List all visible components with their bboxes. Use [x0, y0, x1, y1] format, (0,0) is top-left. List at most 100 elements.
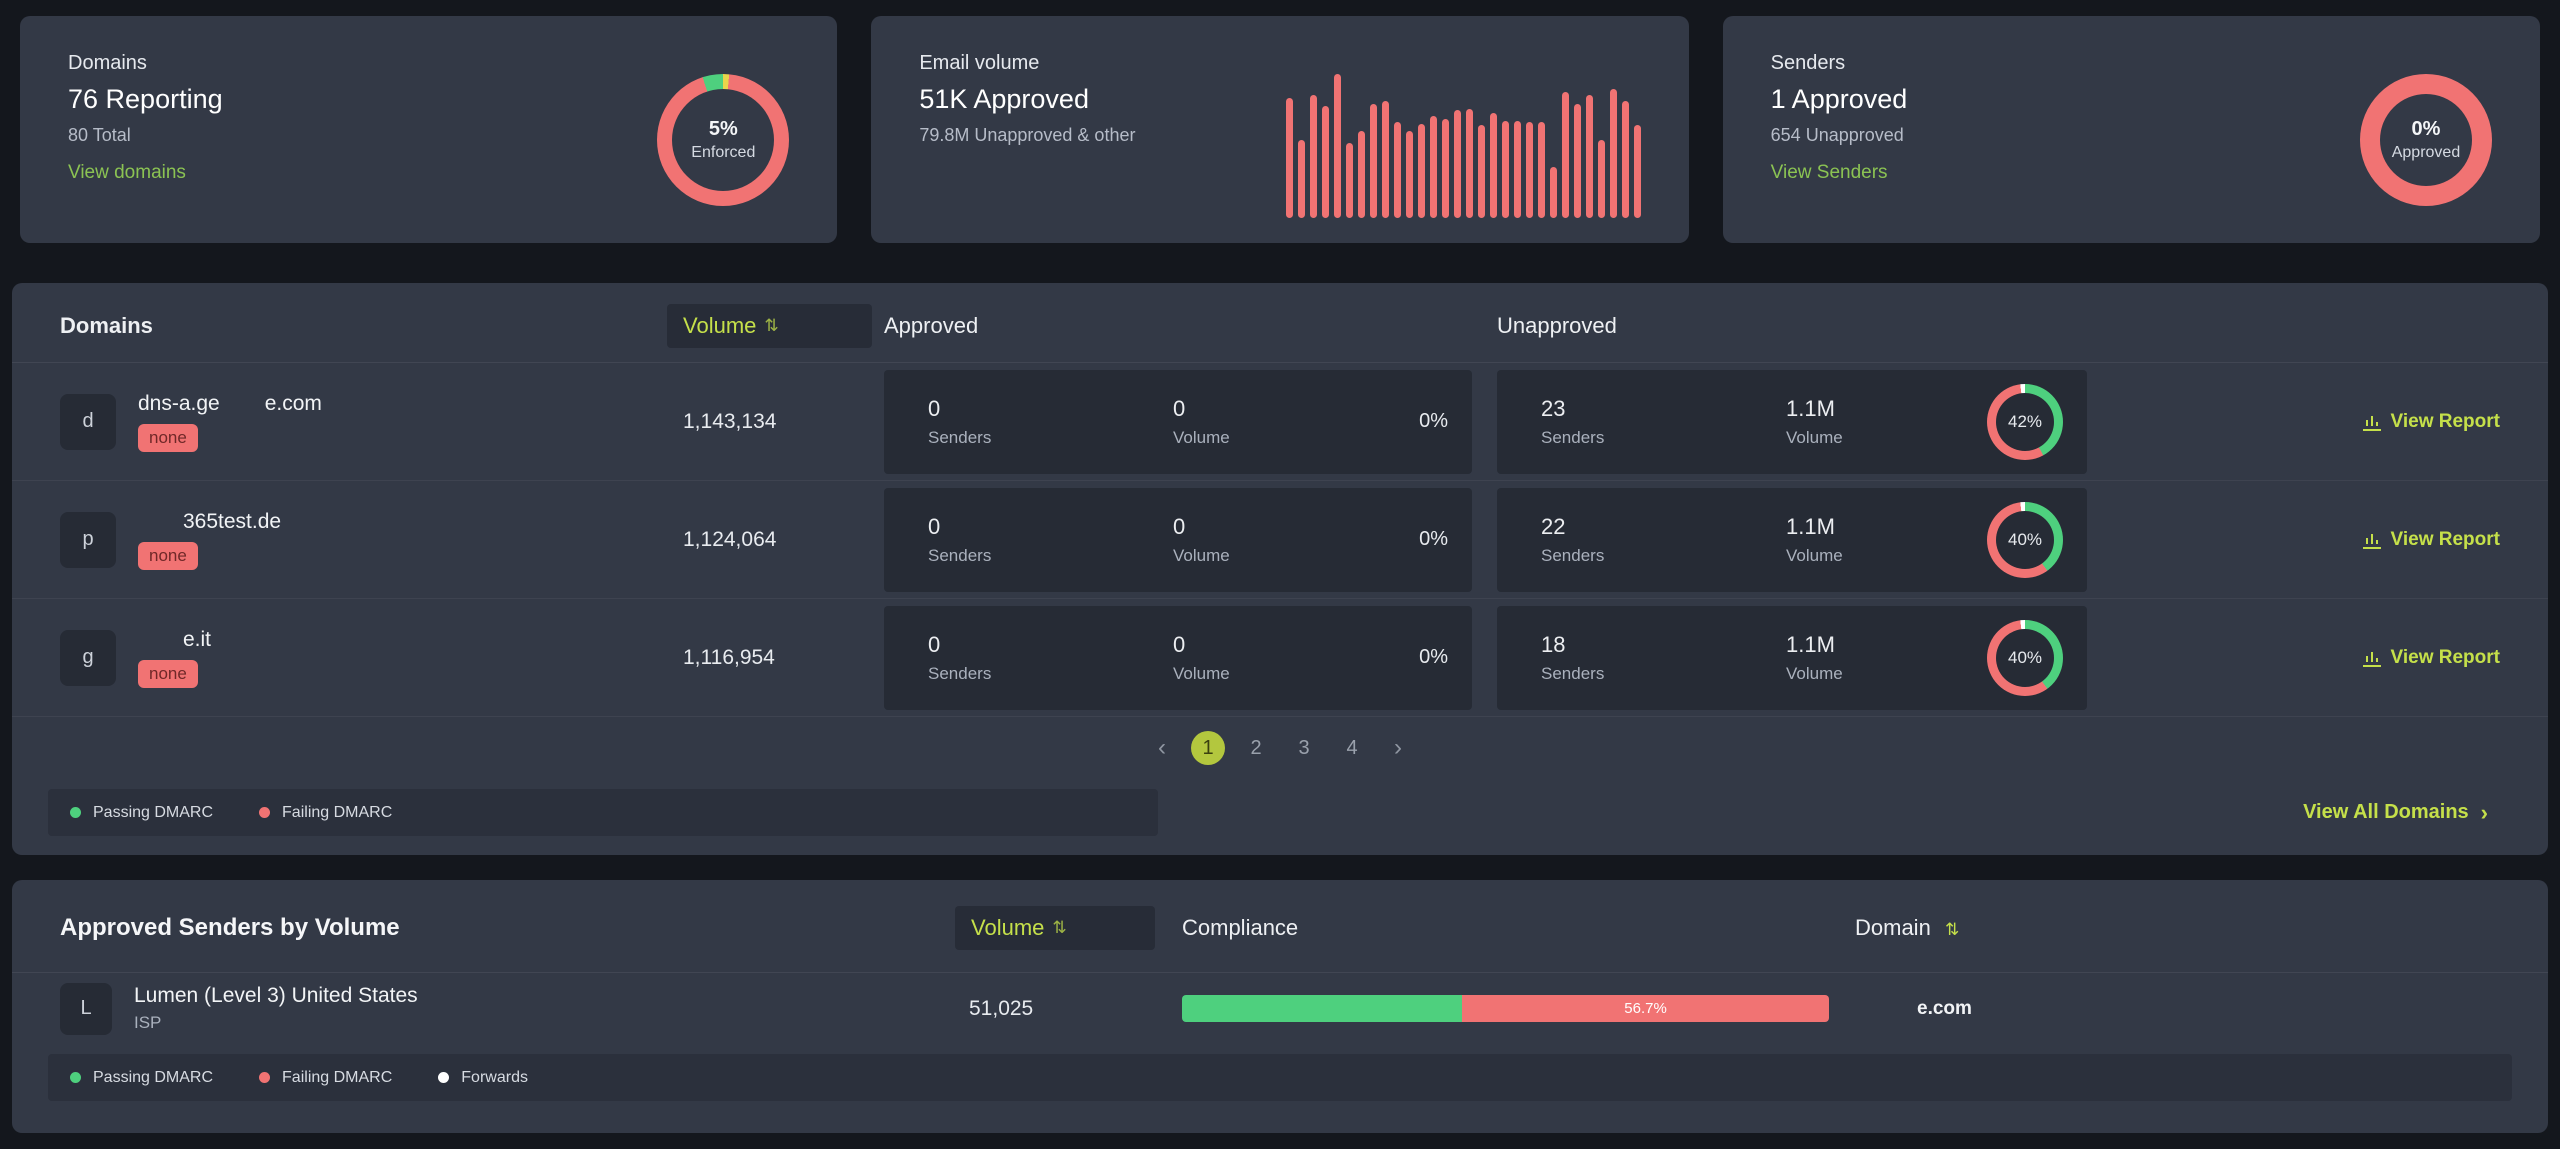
column-header-compliance: Compliance	[1182, 915, 1299, 940]
email-volume-card-text: Email volume 51K Approved 79.8M Unapprov…	[919, 52, 1135, 243]
volume-bar	[1465, 108, 1473, 218]
unapproved-stats-box: 22 Senders 1.1M Volume 40%	[1497, 487, 2087, 592]
volume-bar	[1429, 116, 1437, 218]
domain-name: dns-a.ge e.com	[138, 391, 322, 415]
volume-bar	[1501, 120, 1509, 218]
chevron-right-icon: ›	[2480, 799, 2488, 825]
column-header-volume-sort[interactable]: Volume ⇅	[955, 906, 1155, 950]
column-header-unapproved: Unapproved	[1497, 312, 1617, 338]
volume-bar	[1333, 74, 1341, 218]
compliance-failing-segment: 56.7%	[1462, 995, 1829, 1022]
sender-domain: e.com	[1917, 997, 1972, 1019]
dmarc-policy-badge: none	[138, 423, 198, 452]
domains-total-count: 80 Total	[68, 125, 131, 145]
sender-volume-value: 51,025	[969, 996, 1034, 1020]
email-volume-unapproved: 79.8M Unapproved & other	[919, 125, 1136, 145]
passing-rate-donut-chart: 40%	[1987, 619, 2063, 696]
domains-reporting-count: 76 Reporting	[68, 84, 223, 114]
volume-bar	[1393, 122, 1401, 218]
volume-sort-icon: ⇅	[1052, 918, 1067, 937]
volume-bar	[1513, 120, 1521, 218]
domain-volume-value: 1,143,134	[683, 409, 777, 433]
view-report-link[interactable]: View Report	[2087, 529, 2500, 551]
compliance-failing-percent: 56.7%	[1624, 1000, 1667, 1017]
pagination: ‹ 1 2 3 4 ›	[12, 717, 2548, 779]
senders-card-text: Senders 1 Approved 654 Unapproved View S…	[1771, 52, 1908, 243]
senders-donut-value: 0%	[2411, 118, 2441, 140]
pagination-prev-button[interactable]: ‹	[1158, 734, 1166, 761]
volume-bar	[1381, 101, 1389, 218]
view-all-domains-link[interactable]: View All Domains ›	[2303, 799, 2488, 825]
senders-donut-label: Approved	[2391, 144, 2461, 161]
sender-name: Lumen (Level 3) United States	[134, 984, 418, 1007]
approved-percent: 0%	[1419, 646, 1448, 668]
domains-summary-card: Domains 76 Reporting 80 Total View domai…	[20, 16, 838, 243]
approved-percent: 0%	[1419, 410, 1448, 432]
volume-bar	[1453, 110, 1461, 218]
volume-bar	[1405, 131, 1413, 218]
domain-name: 365test.de	[183, 509, 282, 533]
volume-bar	[1369, 104, 1377, 218]
domains-table-panel: Domains Volume ⇅ Approved Unapproved d d…	[12, 283, 2548, 855]
senders-unapproved-count: 654 Unapproved	[1770, 125, 1904, 145]
dmarc-policy-badge: none	[138, 659, 198, 688]
volume-bar	[1537, 122, 1545, 218]
approved-stats-box: 0 Senders 0 Volume 0%	[884, 605, 1472, 710]
enforcement-donut-label: Enforced	[691, 144, 756, 161]
pagination-page-4[interactable]: 4	[1346, 737, 1358, 759]
approved-percent: 0%	[1419, 528, 1448, 550]
failing-dmarc-dot	[259, 807, 271, 818]
column-header-domains: Domains	[60, 312, 153, 338]
approved-sender-row: L Lumen (Level 3) United States ISP 51,0…	[12, 972, 2548, 1044]
approved-senders-count: 0	[928, 395, 941, 421]
pagination-next-button[interactable]: ›	[1394, 734, 1402, 761]
volume-bar	[1489, 113, 1497, 218]
domain-name: e.it	[183, 627, 212, 651]
bar-chart-icon	[2362, 415, 2381, 431]
unapproved-senders-count: 22	[1541, 513, 1566, 539]
volume-bar	[1285, 98, 1293, 218]
view-report-link[interactable]: View Report	[2087, 647, 2500, 669]
volume-bar	[1477, 125, 1485, 218]
senders-summary-card: Senders 1 Approved 654 Unapproved View S…	[1722, 16, 2540, 243]
volume-bar	[1345, 143, 1353, 218]
domain-volume-value: 1,124,064	[683, 527, 777, 551]
approved-senders-header: Approved Senders by Volume Volume ⇅ Comp…	[12, 884, 2548, 972]
pagination-page-2[interactable]: 2	[1250, 737, 1262, 759]
unapproved-senders-count: 18	[1541, 631, 1566, 657]
pagination-page-1[interactable]: 1	[1191, 731, 1225, 765]
volume-bar	[1297, 140, 1305, 218]
email-volume-summary-card: Email volume 51K Approved 79.8M Unapprov…	[871, 16, 1689, 243]
column-header-volume-sort[interactable]: Volume ⇅	[667, 303, 872, 348]
domain-table-row: g e.it none 1,116,954 0 Senders 0 Volume…	[12, 599, 2548, 717]
domain-avatar: p	[60, 511, 116, 568]
domain-table-row: d dns-a.ge e.com none 1,143,134 0 Senders…	[12, 363, 2548, 481]
volume-bar	[1525, 122, 1533, 218]
passing-rate-donut-chart: 40%	[1987, 501, 2063, 578]
dmarc-policy-badge: none	[138, 541, 198, 570]
senders-approved-donut-chart: 0% Approved	[2359, 74, 2492, 206]
view-domains-link[interactable]: View domains	[68, 162, 186, 183]
volume-sort-icon: ⇅	[764, 315, 779, 335]
view-report-link[interactable]: View Report	[2087, 411, 2500, 433]
compliance-passing-segment	[1182, 995, 1463, 1022]
unapproved-stats-box: 23 Senders 1.1M Volume 42%	[1497, 369, 2087, 474]
approved-volume-count: 0	[1173, 631, 1186, 657]
volume-bar	[1549, 167, 1557, 218]
volume-bar	[1561, 92, 1569, 218]
dmarc-legend: Passing DMARC Failing DMARC Forwards	[48, 1054, 2512, 1101]
approved-senders-count: 0	[928, 513, 941, 539]
passing-rate-donut-chart: 42%	[1987, 383, 2063, 460]
column-header-approved: Approved	[884, 312, 979, 338]
approved-senders-count: 0	[928, 631, 941, 657]
unapproved-senders-count: 23	[1541, 395, 1566, 421]
pagination-page-3[interactable]: 3	[1298, 737, 1310, 759]
view-senders-link[interactable]: View Senders	[1770, 162, 1888, 183]
column-header-domain-sort[interactable]: Domain ⇅	[1855, 915, 1960, 940]
sender-avatar: L	[60, 982, 112, 1035]
failing-dmarc-dot	[259, 1072, 271, 1083]
domain-table-row: p 365test.de none 1,124,064 0 Senders 0 …	[12, 481, 2548, 599]
volume-bar	[1585, 95, 1593, 218]
approved-stats-box: 0 Senders 0 Volume 0%	[884, 487, 1472, 592]
domain-volume-value: 1,116,954	[683, 645, 775, 669]
